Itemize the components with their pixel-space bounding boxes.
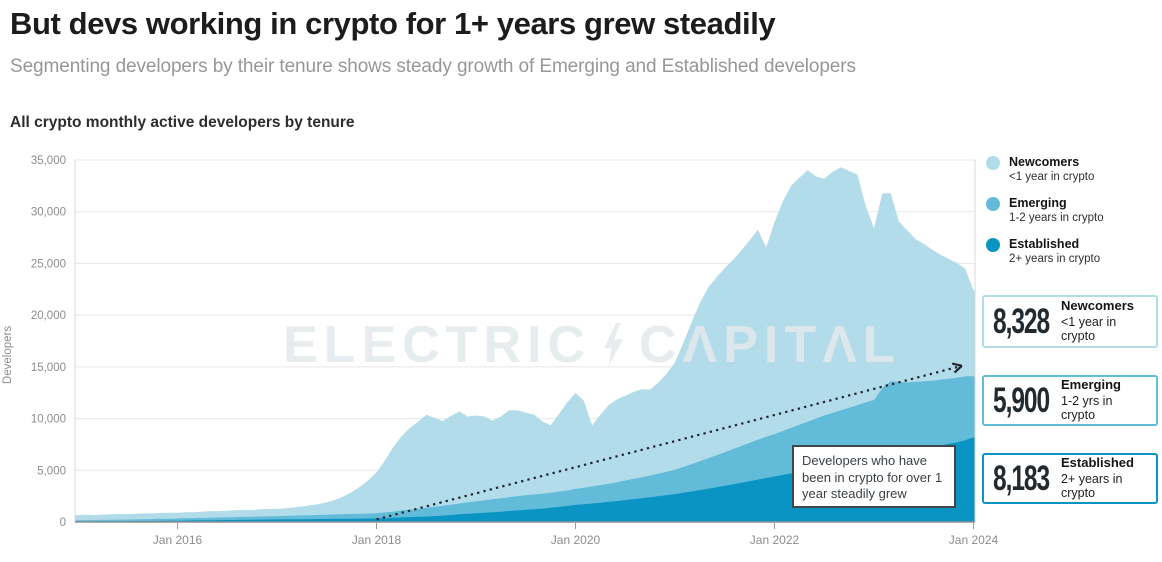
stat-box-newcomers: 8,328 Newcomers <1 year in crypto — [982, 295, 1158, 348]
stat-sub: 2+ years in crypto — [1061, 472, 1123, 501]
legend-sub: <1 year in crypto — [1009, 171, 1095, 184]
chart-legend: Newcomers <1 year in crypto Emerging 1-2… — [986, 155, 1104, 266]
chart-annotation: Developers who have been in crypto for o… — [792, 445, 956, 508]
x-tick-label: Jan 2022 — [750, 533, 800, 547]
legend-item-newcomers: Newcomers <1 year in crypto — [986, 155, 1104, 185]
x-tick-label: Jan 2020 — [551, 533, 601, 547]
y-tick-label: 5,000 — [37, 465, 66, 477]
legend-sub: 2+ years in crypto — [1009, 252, 1101, 265]
y-tick-label: 25,000 — [31, 258, 66, 270]
stat-box-established: 8,183 Established 2+ years in crypto — [982, 453, 1158, 504]
stat-value: 8,328 — [993, 301, 1050, 341]
established-dot-icon — [986, 237, 1000, 252]
newcomers-dot-icon — [986, 156, 1000, 170]
stat-label: Newcomers — [1061, 298, 1134, 314]
area-established — [75, 437, 975, 522]
legend-item-emerging: Emerging 1-2 years in crypto — [986, 196, 1104, 226]
trend-arrowhead — [951, 362, 963, 367]
tenure-area-chart: Jan 2016 Jan 2018 Jan 2020 Jan 2022 Jan 2024… — [2, 155, 999, 547]
legend-label: Newcomers — [1009, 155, 1080, 169]
legend-sub: 1-2 years in crypto — [1009, 212, 1104, 225]
legend-item-established: Established 2+ years in crypto — [986, 237, 1104, 267]
stat-sub: <1 year in crypto — [1061, 315, 1117, 344]
legend-label: Established — [1009, 236, 1080, 251]
y-tick-label: 20,000 — [31, 310, 66, 322]
trend-arrowhead — [953, 365, 963, 374]
y-axis-label: Developers — [2, 326, 14, 384]
page-subtitle: Segmenting developers by their tenure sh… — [10, 56, 856, 77]
area-newcomers — [75, 167, 975, 522]
stat-box-emerging: 5,900 Emerging 1-2 yrs in crypto — [982, 375, 1158, 426]
legend-label: Emerging — [1009, 195, 1067, 210]
x-tick-label: Jan 2016 — [153, 533, 203, 547]
x-tick-label: Jan 2018 — [352, 533, 402, 547]
stat-label: Emerging — [1061, 377, 1121, 393]
stat-sub: 1-2 yrs in crypto — [1061, 394, 1113, 423]
y-tick-label: 10,000 — [31, 414, 66, 426]
stat-label: Established — [1061, 455, 1134, 471]
x-tick-label: Jan 2024 — [949, 533, 999, 547]
y-tick-label: 0 — [60, 517, 66, 529]
y-tick-label: 15,000 — [31, 362, 66, 374]
emerging-dot-icon — [986, 196, 1000, 211]
stat-value: 5,900 — [993, 380, 1050, 420]
y-tick-label: 30,000 — [31, 207, 66, 219]
stat-value: 8,183 — [993, 458, 1050, 498]
y-tick-label: 35,000 — [31, 155, 66, 167]
chart-heading: All crypto monthly active developers by … — [10, 114, 355, 131]
page-title: But devs working in crypto for 1+ years … — [10, 6, 776, 41]
